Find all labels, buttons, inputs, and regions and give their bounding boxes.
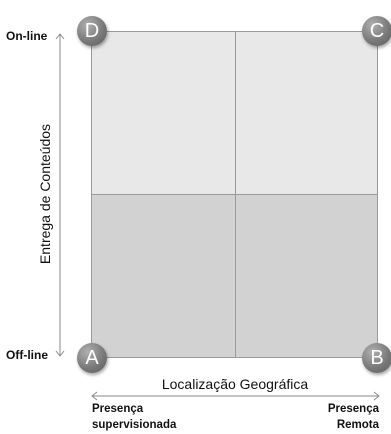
y-axis-bottom-label: Off-line: [6, 348, 48, 362]
x-axis-right-label: Presença Remota: [328, 401, 379, 433]
y-axis-title: Entrega de Conteúdos: [37, 123, 53, 265]
x-axis-left-label-line2: supervisionada: [92, 419, 177, 431]
quadrant-bottom-left: [91, 194, 236, 358]
y-axis-top-label: On-line: [6, 29, 48, 43]
x-axis-right-label-line2: Remota: [336, 419, 379, 431]
quadrant-top-left: [91, 31, 236, 195]
corner-a-marker: A: [77, 343, 107, 373]
x-axis-arrow: [91, 391, 380, 401]
x-axis-right-label-line1: Presença: [327, 403, 379, 415]
corner-b-marker: B: [362, 343, 391, 373]
x-axis-left-label-line1: Presença: [92, 403, 144, 415]
corner-c-marker: C: [362, 16, 391, 46]
y-axis-arrow: [55, 33, 65, 357]
x-axis-title: Localização Geográfica: [161, 376, 309, 392]
quadrant-bottom-right: [235, 194, 378, 358]
x-axis-left-label: Presença supervisionada: [92, 401, 176, 433]
quadrant-top-right: [235, 31, 378, 195]
corner-d-marker: D: [77, 16, 107, 46]
